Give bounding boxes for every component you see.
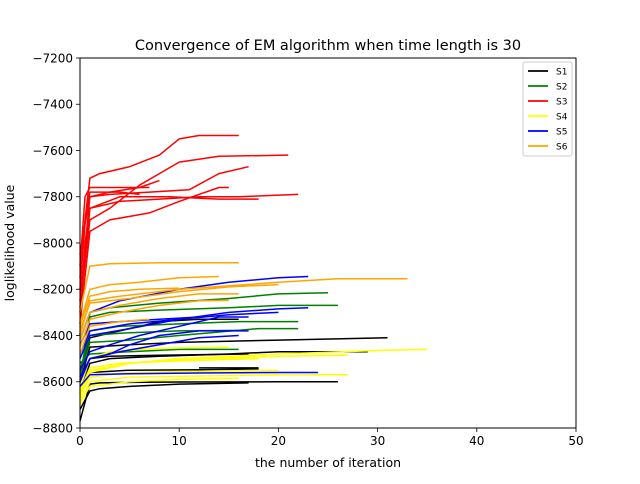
series-line-s4-24	[79, 374, 348, 406]
series-line-s5-34	[79, 311, 279, 355]
series-line-s5-32	[79, 316, 249, 371]
x-tick-label: 20	[271, 434, 286, 448]
series-line-s4-27	[79, 357, 259, 392]
series-line-s1-3	[79, 337, 388, 383]
x-tick-label: 10	[172, 434, 187, 448]
series-line-s6-41	[79, 283, 279, 332]
series-line-s3-18	[79, 186, 229, 324]
y-axis-label: loglikelihood value	[2, 184, 17, 301]
legend-label-s1: S1	[556, 68, 567, 78]
y-tick-label: −8000	[32, 236, 73, 250]
series-line-s6-38	[79, 261, 239, 313]
series-line-s4-23	[79, 348, 428, 401]
y-tick-label: −8800	[32, 421, 73, 435]
series-line-s1-2	[79, 350, 368, 394]
series-line-s6-39	[79, 275, 219, 325]
series-line-s4-28	[79, 369, 279, 396]
series-line-s6-45	[79, 318, 150, 355]
legend-label-s4: S4	[556, 113, 568, 123]
y-tick-label: −8600	[32, 375, 73, 389]
legend-label-s3: S3	[556, 98, 567, 108]
series-line-s3-14	[79, 134, 239, 278]
series-line-s5-36	[79, 371, 319, 387]
x-tick-label: 30	[370, 434, 385, 448]
series-line-s1-1	[79, 382, 249, 410]
series-line-s6-44	[79, 287, 180, 327]
y-tick-label: −7400	[32, 98, 73, 112]
y-tick-label: −8200	[32, 283, 73, 297]
x-axis-ticks: 0 10 20 30 40 50	[76, 428, 584, 448]
y-tick-label: −8400	[32, 329, 73, 343]
series-line-s6-43	[79, 299, 229, 348]
y-tick-label: −7600	[32, 144, 73, 158]
series-line-s4-26	[79, 377, 239, 403]
series-layer	[79, 134, 428, 422]
series-line-s3-22	[79, 191, 140, 255]
series-line-s3-17	[79, 154, 289, 308]
series-line-s3-21	[79, 186, 150, 267]
y-tick-label: −7800	[32, 190, 73, 204]
series-line-s6-42	[79, 293, 239, 341]
x-tick-label: 40	[469, 434, 484, 448]
series-line-s2-9	[79, 304, 338, 380]
legend-label-s2: S2	[556, 83, 567, 93]
y-tick-label: −7200	[32, 51, 73, 65]
chart-title: Convergence of EM algorithm when time le…	[135, 38, 521, 54]
series-line-s5-35	[79, 334, 239, 378]
series-line-s6-40	[79, 278, 408, 336]
y-axis-ticks: −8800 −8600 −8400 −8200 −8000 −7800 −7600 −7400…	[32, 51, 80, 435]
legend-label-s6: S6	[556, 143, 568, 153]
x-tick-label: 50	[568, 434, 583, 448]
x-tick-label: 0	[76, 434, 84, 448]
x-axis-label: the number of iteration	[255, 455, 401, 470]
legend-label-s5: S5	[556, 128, 567, 138]
legend: S1 S2 S3 S4 S5 S6	[522, 61, 573, 157]
